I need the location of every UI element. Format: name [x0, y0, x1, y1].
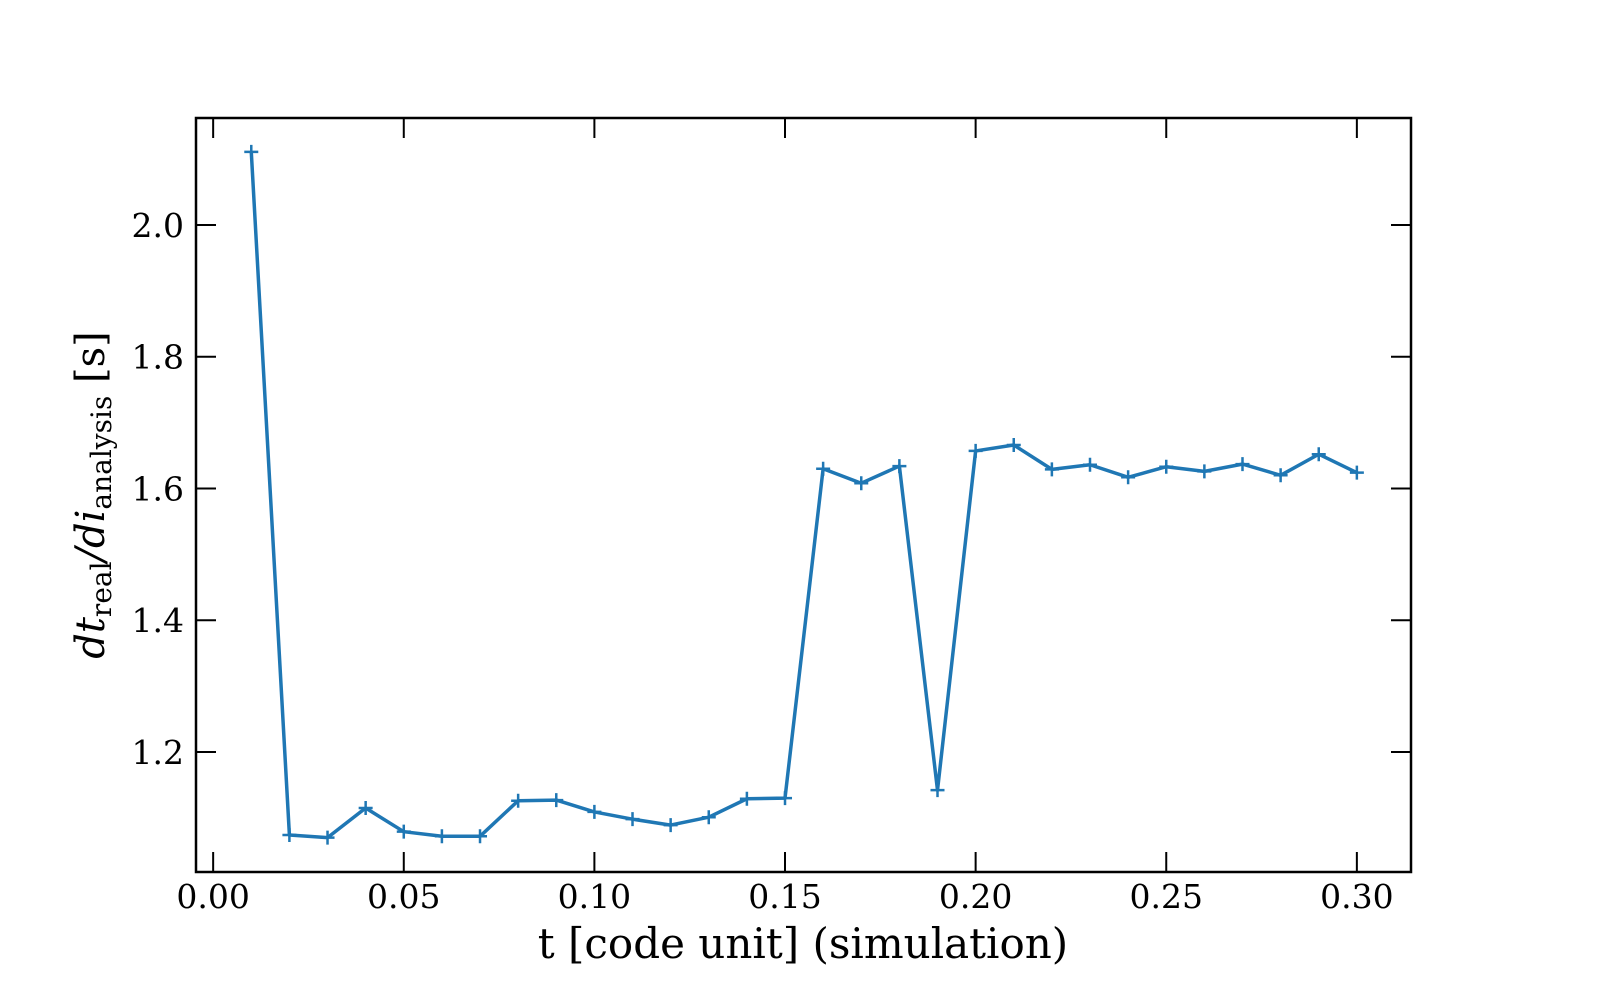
marker	[701, 810, 716, 825]
x-tick-label: 0.10	[558, 877, 631, 916]
y-tick-label: 1.8	[132, 338, 184, 377]
x-tick-label: 0.20	[939, 877, 1012, 916]
marker	[1121, 470, 1136, 485]
marker	[1083, 457, 1097, 472]
marker	[1349, 465, 1364, 480]
marker	[1006, 438, 1021, 453]
y-tick-label: 1.2	[132, 733, 184, 772]
marker	[892, 459, 907, 474]
marker	[1235, 457, 1250, 472]
x-tick-label: 0.05	[367, 877, 440, 916]
x-axis-label: t [code unit] (simulation)	[538, 919, 1068, 968]
y-tick-label: 1.6	[132, 469, 184, 508]
marker	[1273, 468, 1288, 483]
marker	[816, 461, 831, 476]
marker	[320, 830, 335, 845]
marker	[434, 829, 449, 844]
y-tick-label: 1.4	[132, 601, 184, 640]
marker	[282, 827, 297, 842]
marker	[511, 793, 526, 808]
marker	[854, 476, 869, 491]
marker	[473, 829, 488, 844]
marker	[358, 800, 373, 815]
marker	[778, 791, 793, 806]
marker	[244, 144, 259, 159]
marker	[1159, 459, 1174, 474]
marker	[930, 783, 945, 798]
marker	[549, 793, 564, 808]
marker	[625, 812, 640, 827]
line	[249, 151, 1358, 840]
marker	[1197, 464, 1212, 479]
plot-frame	[194, 116, 1413, 874]
x-tick-label: 0.25	[1130, 877, 1203, 916]
x-tick-label: 0.30	[1320, 877, 1393, 916]
x-tick-label: 0.00	[176, 877, 249, 916]
marker	[663, 818, 678, 833]
marker	[968, 443, 983, 458]
marker	[396, 824, 411, 839]
y-tick-label: 2.0	[132, 206, 184, 245]
x-tick-label: 0.15	[748, 877, 821, 916]
y-axis-label: dtreal/dianalysis [s]	[68, 331, 118, 659]
marker	[587, 804, 602, 819]
marker	[1311, 447, 1326, 462]
marker	[739, 791, 754, 806]
marker	[1044, 462, 1059, 477]
